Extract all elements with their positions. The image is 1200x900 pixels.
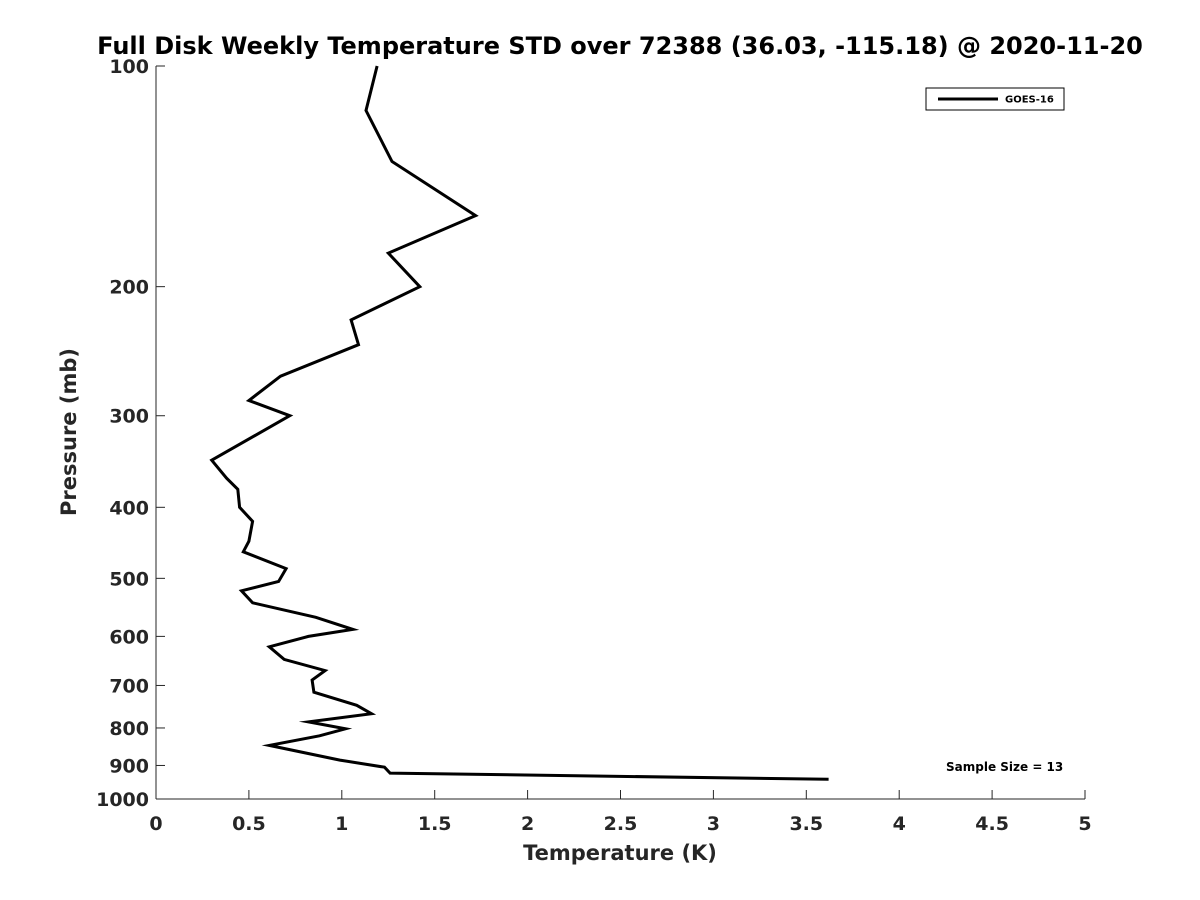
y-tick-label: 800 <box>109 718 149 740</box>
y-tick-label: 300 <box>109 406 149 428</box>
x-tick-label: 2.5 <box>604 813 638 835</box>
y-tick-label: 900 <box>109 755 149 777</box>
series-line-goes-16 <box>209 65 829 781</box>
y-tick-label: 700 <box>109 675 149 697</box>
x-tick-label: 3 <box>707 813 720 835</box>
y-tick-label: 400 <box>109 497 149 519</box>
y-tick-label: 1000 <box>96 789 149 811</box>
x-tick-label: 0.5 <box>232 813 266 835</box>
chart-title: Full Disk Weekly Temperature STD over 72… <box>97 32 1143 60</box>
x-tick-label: 5 <box>1078 813 1091 835</box>
y-axis-label: Pressure (mb) <box>57 348 81 516</box>
y-tick-label: 600 <box>109 626 149 648</box>
plot-area: 0 0.5 1 1.5 2 2.5 3 3.5 4 4.5 5 100 200 300 400 500 600… <box>96 56 1092 835</box>
x-tick-label: 2 <box>521 813 534 835</box>
x-tick-label: 0 <box>149 813 162 835</box>
x-tick-label: 3.5 <box>789 813 823 835</box>
x-axis-label: Temperature (K) <box>523 841 717 865</box>
x-tick-label: 1.5 <box>418 813 452 835</box>
series-layer <box>209 65 829 781</box>
x-tick-label: 4 <box>893 813 906 835</box>
y-tick-label: 100 <box>109 56 149 78</box>
legend-label-goes-16: GOES-16 <box>1005 95 1054 106</box>
sample-size-annotation: Sample Size = 13 <box>946 760 1063 774</box>
legend: GOES-16 <box>925 87 1065 111</box>
y-tick-label: 200 <box>109 277 149 299</box>
x-tick-label: 4.5 <box>975 813 1009 835</box>
x-tick-label: 1 <box>335 813 348 835</box>
x-ticks: 0 0.5 1 1.5 2 2.5 3 3.5 4 4.5 5 <box>149 790 1092 835</box>
y-tick-label: 500 <box>109 568 149 590</box>
y-ticks: 100 200 300 400 500 600 700 800 900 1000 <box>96 56 165 811</box>
